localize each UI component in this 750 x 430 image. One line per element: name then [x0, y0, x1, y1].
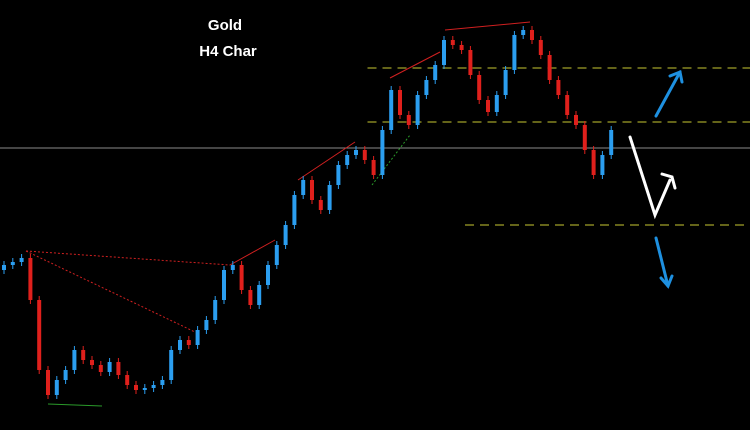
candle-body — [582, 125, 587, 150]
arrow-head — [660, 172, 677, 190]
candle-body — [600, 155, 605, 175]
arrow-head — [668, 69, 684, 84]
candle-body — [609, 130, 614, 155]
candle-body — [134, 385, 138, 390]
levels — [0, 67, 750, 226]
candle-body — [556, 80, 561, 95]
arrow-head — [659, 274, 674, 289]
chart-subtitle: H4 Char — [199, 43, 257, 60]
candle-body — [186, 340, 191, 345]
candle-body — [195, 330, 200, 345]
candle-body — [450, 40, 455, 45]
arrows — [628, 69, 684, 289]
candle-body — [468, 50, 473, 75]
candle-body — [398, 90, 402, 115]
trend-line — [47, 403, 103, 407]
candle-body — [310, 180, 314, 200]
candle-body — [72, 350, 77, 370]
candle-body — [494, 95, 499, 112]
candle-body — [477, 75, 482, 100]
candle-body — [213, 300, 218, 320]
candle-body — [54, 380, 59, 395]
candle-body — [521, 30, 526, 35]
candle-body — [565, 95, 570, 115]
candle-body — [327, 185, 332, 210]
candle-body — [125, 375, 130, 385]
candle-body — [142, 388, 147, 390]
trend-line — [229, 239, 276, 266]
candle-body — [574, 115, 578, 125]
candle-body — [371, 160, 376, 175]
trend-line — [389, 51, 441, 79]
candle-body — [530, 30, 534, 40]
candle-body — [380, 130, 385, 175]
candle-body — [336, 165, 341, 185]
candle-body — [318, 200, 323, 210]
candle-body — [292, 195, 297, 225]
candle-body — [424, 80, 429, 95]
candle-body — [433, 65, 438, 80]
arrow-down — [654, 236, 670, 288]
candle-body — [486, 100, 490, 112]
candle-body — [266, 265, 270, 285]
candle-body — [503, 70, 508, 95]
trend-line — [444, 21, 531, 31]
candle-body — [301, 180, 306, 195]
candle-body — [160, 380, 165, 385]
candle-body — [28, 258, 33, 300]
candle-body — [10, 262, 15, 265]
candle-body — [81, 350, 86, 360]
trend-line — [297, 141, 356, 181]
candle-body — [98, 365, 103, 372]
candle-body — [230, 265, 235, 270]
candle-body — [90, 360, 94, 365]
candle-body — [116, 362, 121, 375]
candle-body — [274, 245, 279, 265]
candle-body — [169, 350, 174, 380]
candle-body — [442, 40, 446, 65]
candle-body — [283, 225, 288, 245]
trend-line — [371, 134, 411, 186]
candle-body — [591, 150, 596, 175]
candle-body — [459, 45, 464, 50]
candle-body — [239, 265, 244, 290]
candle-body — [37, 300, 42, 370]
chart-title: Gold — [208, 17, 242, 34]
candle-body — [2, 265, 6, 270]
candles — [2, 26, 614, 399]
candle-body — [222, 270, 226, 300]
candle-body — [257, 285, 262, 305]
projection-path — [628, 135, 672, 220]
candle-body — [362, 150, 367, 160]
candle-body — [178, 340, 182, 350]
candle-body — [248, 290, 253, 305]
candle-body — [354, 150, 358, 155]
candle-body — [107, 362, 112, 372]
arrow-up — [654, 70, 682, 118]
candle-body — [512, 35, 517, 70]
candle-body — [547, 55, 552, 80]
candle-body — [63, 370, 68, 380]
candle-body — [19, 258, 24, 262]
candle-body — [46, 370, 50, 395]
candle-body — [345, 155, 350, 165]
candle-body — [389, 90, 394, 130]
trend-lines — [25, 21, 531, 407]
candle-body — [406, 115, 411, 125]
candle-body — [415, 95, 420, 125]
candle-body — [151, 385, 156, 388]
candle-body — [204, 320, 209, 330]
trend-line — [25, 250, 196, 333]
candle-body — [538, 40, 543, 55]
